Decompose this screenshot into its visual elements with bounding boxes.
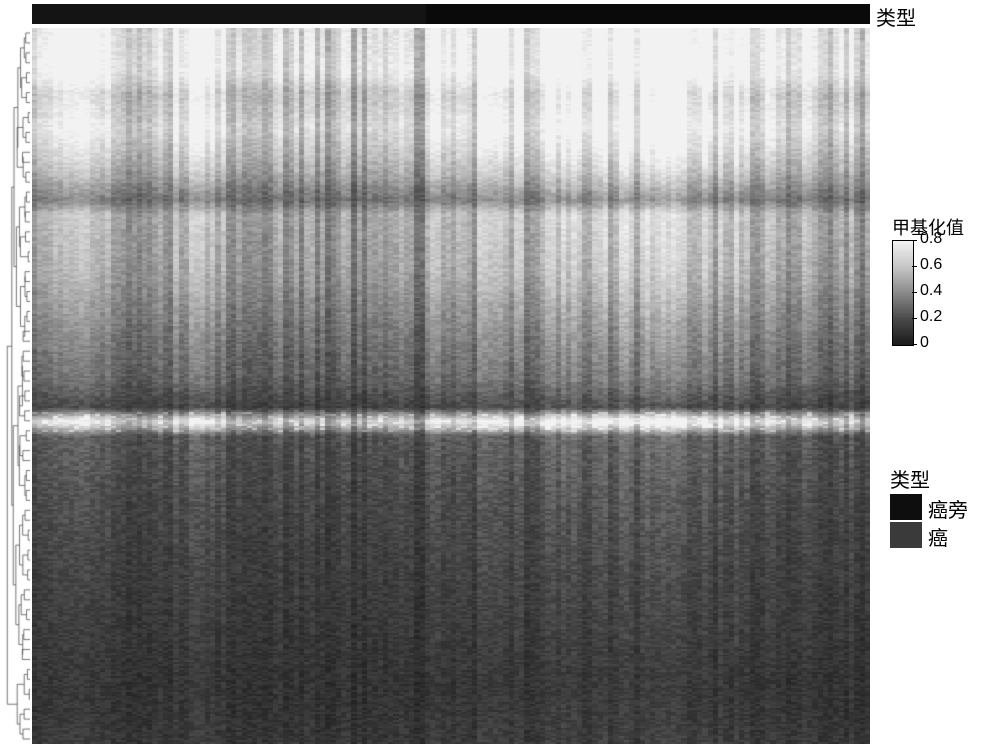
scale-tick-label: 0.6 [920,256,942,274]
scale-tick [912,318,917,319]
type-legend-title: 类型 [890,464,930,493]
scale-tick [912,292,917,293]
value-scale-bar [892,240,914,346]
type-swatch [890,522,922,548]
scale-tick-label: 0.8 [920,230,942,248]
scale-tick-label: 0 [920,334,929,352]
heatmap-figure: 类型 甲基化值 0.80.60.40.20 类型 癌旁癌 [0,0,1000,748]
scale-tick [912,240,917,241]
value-scale-legend: 甲基化值 0.80.60.40.20 [892,240,992,360]
column-type-annotation [32,4,870,24]
scale-tick [912,266,917,267]
type-legend: 类型 癌旁癌 [890,464,1000,584]
scale-tick-label: 0.2 [920,308,942,326]
type-swatch-label: 癌 [928,522,948,551]
type-swatch [890,494,922,520]
heatmap-body [32,28,870,744]
row-dendrogram [2,28,30,744]
column-type-annotation-title: 类型 [876,2,916,31]
scale-tick-label: 0.4 [920,282,942,300]
scale-tick [912,344,917,345]
type-swatch-label: 癌旁 [928,494,968,523]
